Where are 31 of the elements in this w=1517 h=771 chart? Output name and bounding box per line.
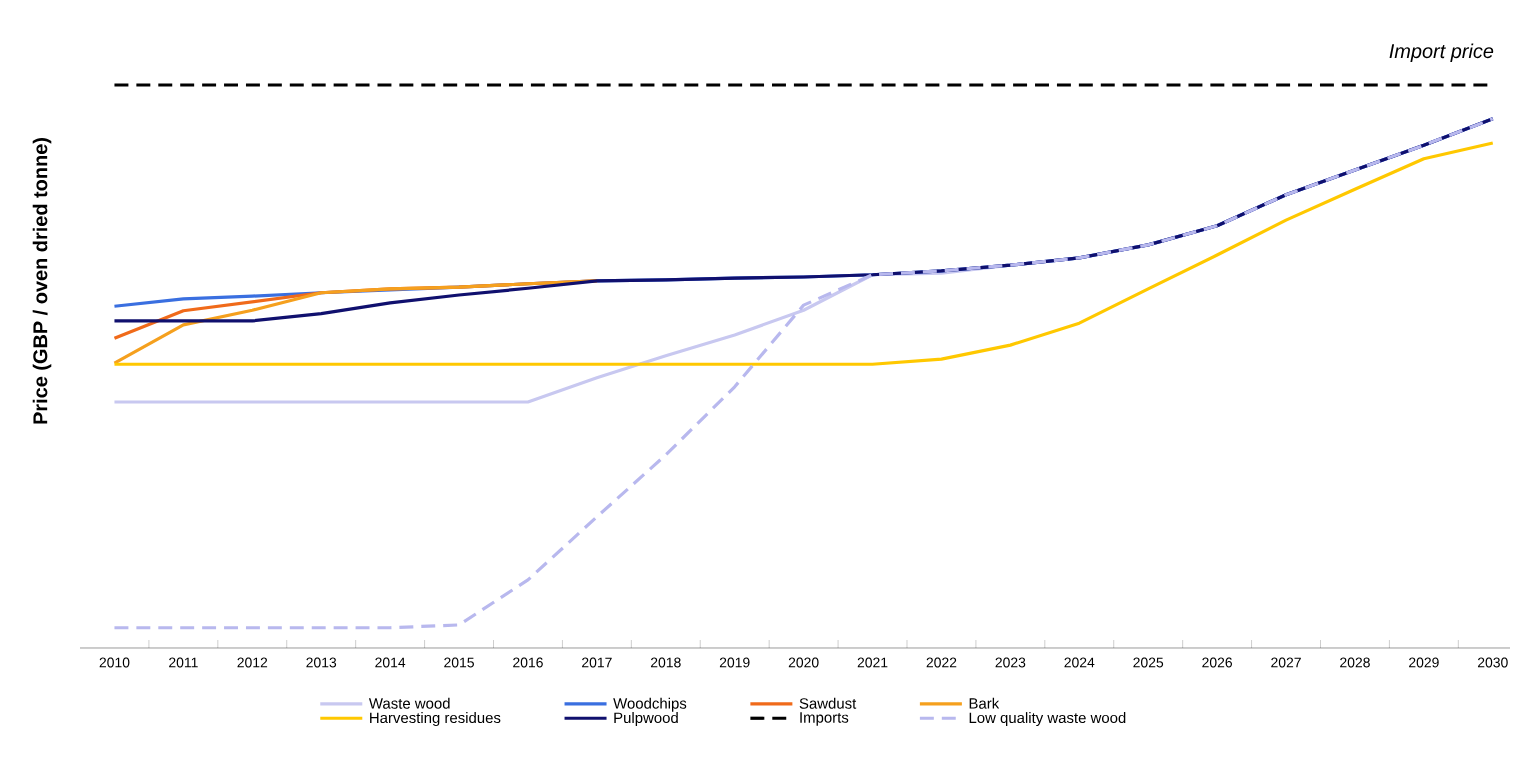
y-axis-title: Price (GBP / oven dried tonne) [32,138,52,424]
x-tick-label: 2011 [169,657,198,668]
x-tick-label: 2030 [1477,657,1508,668]
x-tick-label: 2026 [1202,657,1233,668]
legend-label: Woodchips [613,697,687,712]
x-tick-label: 2021 [857,657,888,668]
legend-label: Sawdust [799,697,857,709]
legend-label: Imports [800,712,849,726]
x-tick-label: 2012 [237,657,268,668]
x-tick-label: 2023 [995,657,1026,668]
x-tick-label: 2025 [1133,657,1164,668]
x-tick-label: 2022 [926,657,957,668]
legend-label: Pulpwood [614,712,678,727]
x-tick-label: 2019 [719,657,750,668]
x-tick-label: 2015 [444,657,474,668]
x-tick-label: 2017 [582,657,612,668]
x-tick-label: 2028 [1340,657,1370,668]
x-tick-label: 2010 [99,657,130,668]
legend-label: Harvesting residues [370,712,501,727]
x-tick-label: 2013 [306,657,337,668]
x-tick-label: 2020 [788,657,819,668]
text: Import price [1389,43,1494,63]
legend-label: Low quality waste wood [969,712,1126,727]
legend-label: Waste wood [368,697,450,709]
x-tick-label: 2018 [650,657,681,668]
x-tick-label: 2016 [513,657,543,668]
x-tick-label: 2024 [1064,657,1095,668]
legend-label: Bark [969,697,1000,709]
x-tick-label: 2029 [1409,657,1439,668]
x-tick-label: 2014 [375,657,406,668]
x-tick-label: 2027 [1271,657,1301,668]
